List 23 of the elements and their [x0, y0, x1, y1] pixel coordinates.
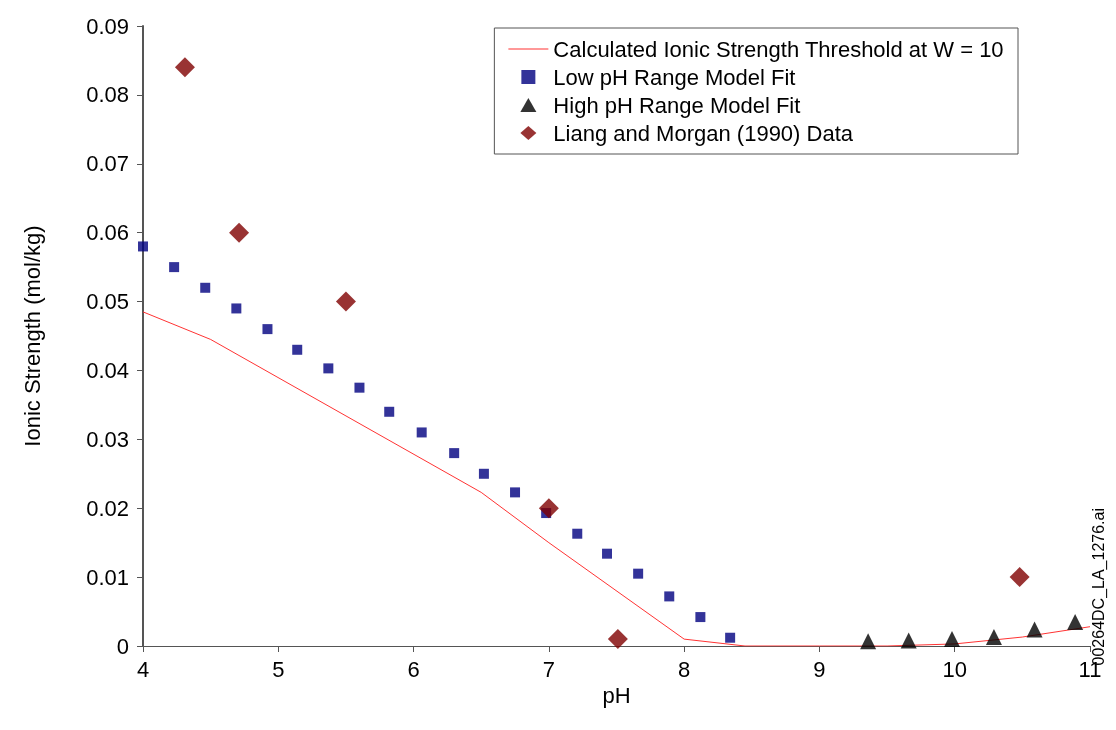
- y-tick-label: 0.08: [86, 82, 129, 108]
- legend-label: High pH Range Model Fit: [553, 92, 801, 118]
- x-tick-label: 8: [678, 656, 691, 682]
- x-axis-title: pH: [602, 683, 631, 709]
- y-tick-label: 0.06: [86, 220, 129, 246]
- x-tick-label: 4: [136, 656, 150, 682]
- y-tick-label: 0.02: [86, 495, 129, 521]
- y-tick-label: 0.01: [86, 564, 129, 590]
- y-tick-label: 0: [116, 633, 129, 659]
- y-tick-label: 0.04: [86, 357, 129, 383]
- legend-label: Low pH Range Model Fit: [553, 64, 796, 90]
- legend-label: Calculated Ionic Strength Threshold at W = 10: [553, 36, 1004, 62]
- y-tick-label: 0.07: [86, 151, 129, 177]
- legend-label: Liang and Morgan (1990) Data: [553, 120, 854, 146]
- x-tick-label: 7: [542, 656, 555, 682]
- y-tick-label: 0.05: [86, 289, 129, 315]
- x-tick-label: 10: [942, 656, 967, 682]
- y-tick-label: 0.09: [86, 13, 129, 39]
- y-axis-title: Ionic Strength (mol/kg): [19, 225, 45, 447]
- y-tick-label: 0.03: [86, 426, 129, 452]
- x-tick-label: 9: [813, 656, 826, 682]
- x-tick-label: 6: [407, 656, 420, 682]
- x-tick-label: 5: [272, 656, 285, 682]
